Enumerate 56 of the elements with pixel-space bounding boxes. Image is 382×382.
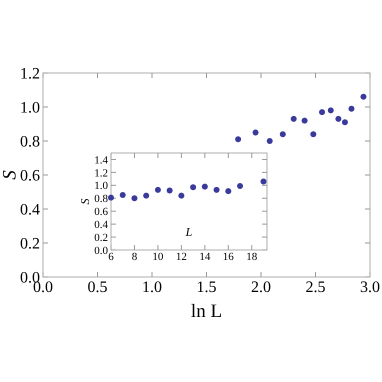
point [342, 119, 348, 126]
x-tick-label: 3.0 [360, 279, 380, 296]
y-tick-label: 0.2 [94, 232, 108, 244]
x-tick-label: 1.0 [142, 279, 162, 296]
x-tick-label: 18 [246, 251, 258, 263]
point [266, 138, 273, 144]
point [154, 186, 161, 193]
x-tick-label: 12 [176, 251, 187, 263]
point [360, 94, 366, 100]
point [310, 131, 316, 138]
point [328, 107, 334, 114]
point [143, 192, 150, 199]
point [252, 130, 259, 136]
y-tick-label: 0.6 [94, 206, 108, 218]
x-tick-label: 2.5 [306, 279, 326, 296]
x-tick-label: 14 [199, 251, 211, 263]
y-tick-label: 1.2 [94, 167, 108, 180]
x-tick-label: 2.0 [251, 279, 271, 296]
y-tick-label: 0.4 [94, 218, 108, 231]
y-axis-title: S [0, 170, 21, 180]
x-tick-label: 8 [132, 251, 138, 263]
y-tick-label: 0.6 [20, 168, 40, 185]
y-tick-label: 1.0 [94, 180, 108, 192]
point [319, 109, 326, 116]
y-tick-label: 0.8 [94, 193, 108, 206]
point [108, 194, 114, 201]
point [290, 116, 297, 122]
x-axis-title: ln L [190, 301, 222, 322]
point [335, 116, 342, 122]
x-axis-title: L [184, 225, 193, 239]
point [237, 182, 244, 189]
point [225, 188, 232, 194]
point [235, 136, 242, 142]
point [178, 192, 184, 199]
y-tick-label: 1.2 [20, 66, 40, 83]
x-tick-label: 1.5 [196, 279, 216, 296]
x-tick-label: 10 [152, 251, 164, 263]
point [260, 178, 266, 184]
point [166, 188, 173, 194]
y-tick-label: 0.8 [20, 134, 40, 151]
x-tick-label: 6 [108, 251, 114, 263]
y-tick-label: 0.4 [20, 202, 40, 219]
point [202, 184, 208, 190]
point [131, 195, 138, 202]
point [190, 184, 196, 190]
y-tick-label: 1.0 [20, 100, 40, 117]
y-tick-label: 0.2 [20, 236, 40, 253]
y-tick-label: 1.4 [94, 154, 108, 166]
x-tick-label: 16 [222, 251, 234, 263]
point [120, 192, 126, 198]
y-axis-title: S [78, 198, 92, 204]
point [280, 131, 286, 138]
point [302, 118, 308, 124]
x-tick-label: 0.5 [88, 279, 108, 296]
point [348, 106, 354, 112]
point [214, 186, 220, 193]
